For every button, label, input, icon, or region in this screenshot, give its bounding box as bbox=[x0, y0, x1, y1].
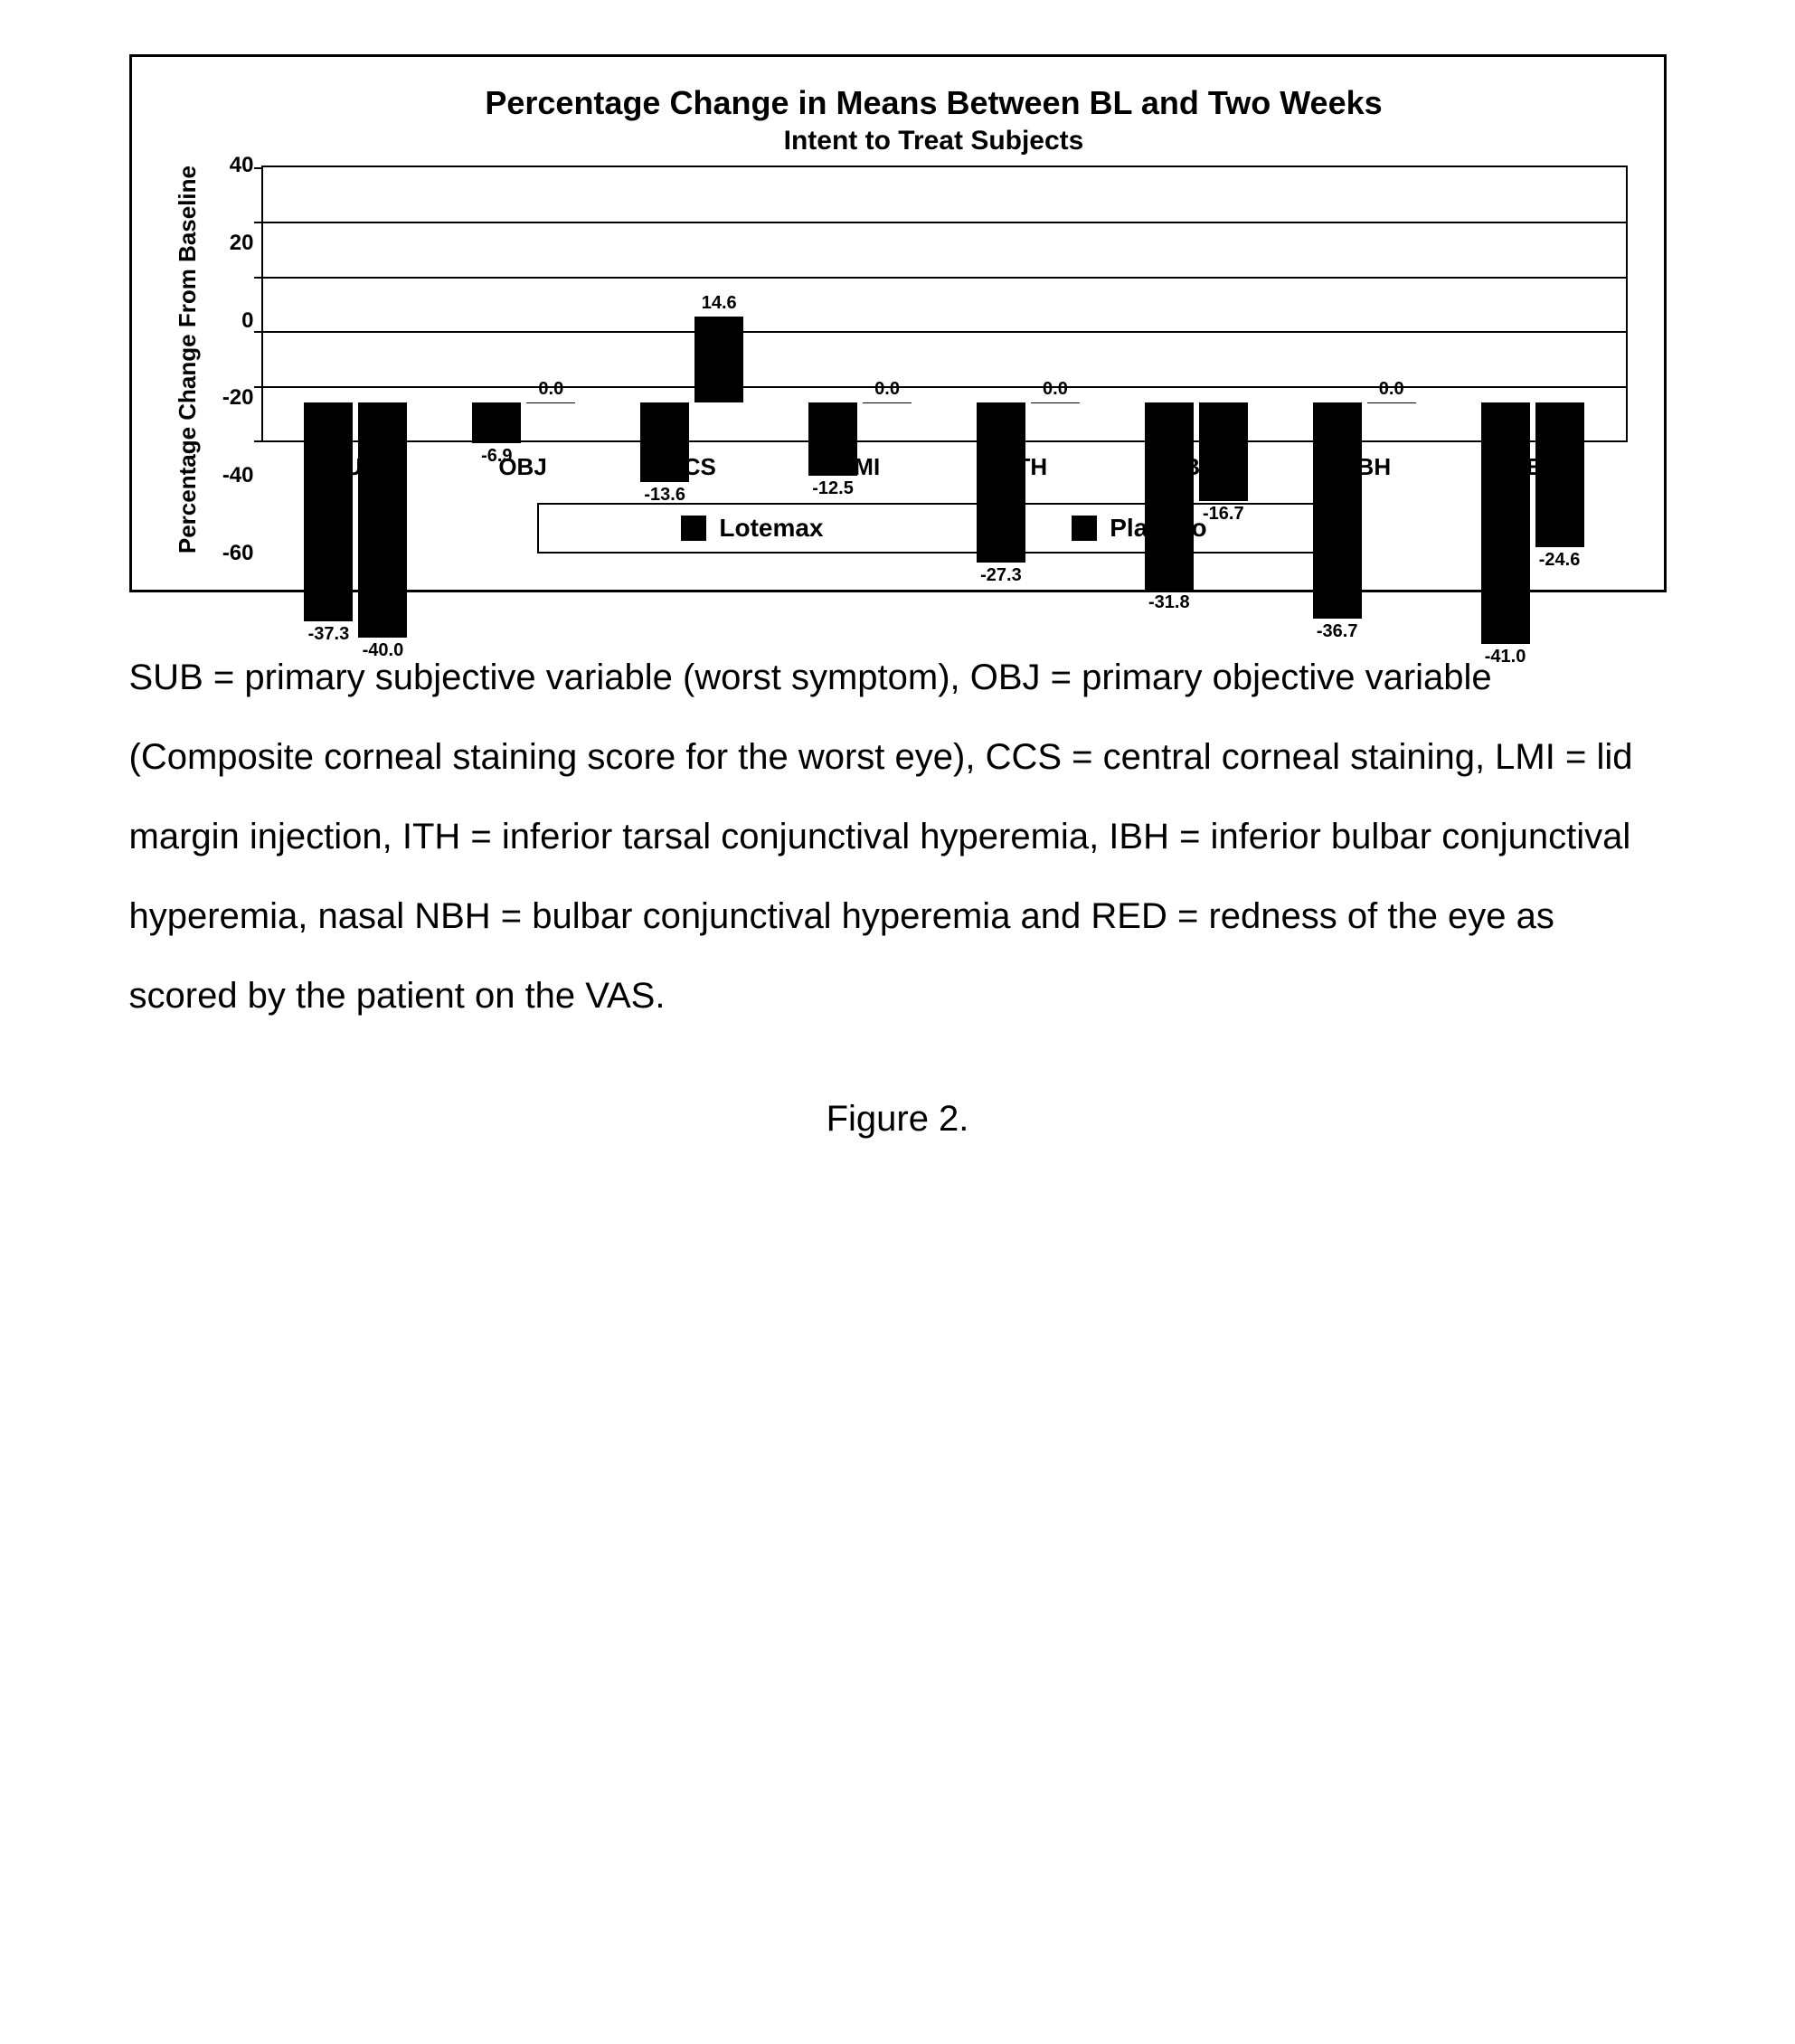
bar-group: -13.614.6 bbox=[608, 167, 776, 440]
bar-value-label: 0.0 bbox=[874, 379, 900, 400]
bar-group: -6.9 0.0 bbox=[439, 167, 608, 440]
bar-value-label: -6.9 bbox=[481, 446, 512, 467]
bar-group: -37.3-40.0 bbox=[272, 167, 440, 440]
bar: 0.0 bbox=[526, 402, 575, 403]
bar-value-label: -36.7 bbox=[1317, 621, 1358, 642]
bar-group: -31.8-16.7 bbox=[1112, 167, 1280, 440]
bar: -31.8 bbox=[1145, 402, 1194, 590]
legend-item-lotemax: Lotemax bbox=[681, 514, 823, 543]
legend-label-lotemax: Lotemax bbox=[719, 514, 823, 543]
bar-group: -12.50.0 bbox=[776, 167, 944, 440]
bar: -27.3 bbox=[977, 402, 1025, 563]
xlabel-lmi: LMI bbox=[776, 453, 944, 481]
y-axis-ticks: 40 20 0 -20 -40 -60 bbox=[207, 166, 261, 554]
bar-group: -36.70.0 bbox=[1280, 167, 1449, 440]
legend-swatch-icon bbox=[1072, 516, 1097, 541]
bar-value-label: -13.6 bbox=[644, 485, 685, 506]
bar-value-label: -41.0 bbox=[1485, 647, 1526, 667]
bar-value-label: -27.3 bbox=[980, 565, 1022, 586]
figure-caption: SUB = primary subjective variable (worst… bbox=[129, 638, 1667, 1036]
xlabel-red: RED bbox=[1450, 453, 1618, 481]
bar: -24.6 bbox=[1535, 402, 1584, 547]
bar-value-label: -12.5 bbox=[812, 478, 854, 499]
xlabel-ith: ITH bbox=[944, 453, 1112, 481]
bars-container: -37.3-40.0 -6.9 0.0 -13.614.6-12.50.0-27.30… bbox=[263, 167, 1626, 440]
chart-area: Percentage Change From Baseline 40 20 0 … bbox=[168, 166, 1628, 554]
bar-value-label: 0.0 bbox=[1379, 379, 1404, 400]
figure-number: Figure 2. bbox=[90, 1099, 1705, 1140]
bar: -36.7 bbox=[1313, 402, 1362, 619]
plot-region: -37.3-40.0 -6.9 0.0 -13.614.6-12.50.0-27.30… bbox=[261, 166, 1628, 442]
bar-value-label: -24.6 bbox=[1539, 550, 1581, 571]
bar: 0.0 bbox=[1367, 402, 1416, 403]
bar-value-label: -31.8 bbox=[1148, 592, 1190, 613]
bar: -37.3 bbox=[304, 402, 353, 621]
xlabel-obj: OBJ bbox=[439, 453, 607, 481]
chart-subtitle: Intent to Treat Subjects bbox=[241, 126, 1628, 156]
bar: -13.6 bbox=[640, 402, 689, 482]
bar: 0.0 bbox=[1031, 402, 1080, 403]
xlabel-ibh: IBH bbox=[1112, 453, 1280, 481]
bar: 0.0 bbox=[863, 402, 912, 403]
xlabel-nbh: NBH bbox=[1281, 453, 1450, 481]
bar: -6.9 bbox=[472, 402, 521, 443]
xlabel-sub: SUB bbox=[270, 453, 439, 481]
bar: -41.0 bbox=[1481, 402, 1530, 644]
bar-value-label: 0.0 bbox=[538, 379, 563, 400]
bar: -12.5 bbox=[808, 402, 857, 476]
figure-frame: Percentage Change in Means Between BL an… bbox=[129, 54, 1667, 592]
bar-group: -27.30.0 bbox=[944, 167, 1112, 440]
x-axis: SUB OBJ CCS LMI ITH IBH NBH RED bbox=[261, 442, 1628, 481]
bar-value-label: -16.7 bbox=[1203, 504, 1244, 525]
bar-group: -41.0-24.6 bbox=[1449, 167, 1617, 440]
y-axis-label: Percentage Change From Baseline bbox=[168, 166, 207, 554]
bar: -16.7 bbox=[1199, 402, 1248, 501]
bar-value-label: -40.0 bbox=[363, 640, 404, 661]
bar-value-label: -37.3 bbox=[308, 624, 350, 645]
xlabel-ccs: CCS bbox=[607, 453, 775, 481]
bar-value-label: 14.6 bbox=[702, 293, 737, 314]
bar: 14.6 bbox=[694, 317, 743, 402]
chart-title: Percentage Change in Means Between BL an… bbox=[241, 84, 1628, 122]
bar: -40.0 bbox=[358, 402, 407, 638]
legend-swatch-icon bbox=[681, 516, 706, 541]
bar-value-label: 0.0 bbox=[1043, 379, 1068, 400]
